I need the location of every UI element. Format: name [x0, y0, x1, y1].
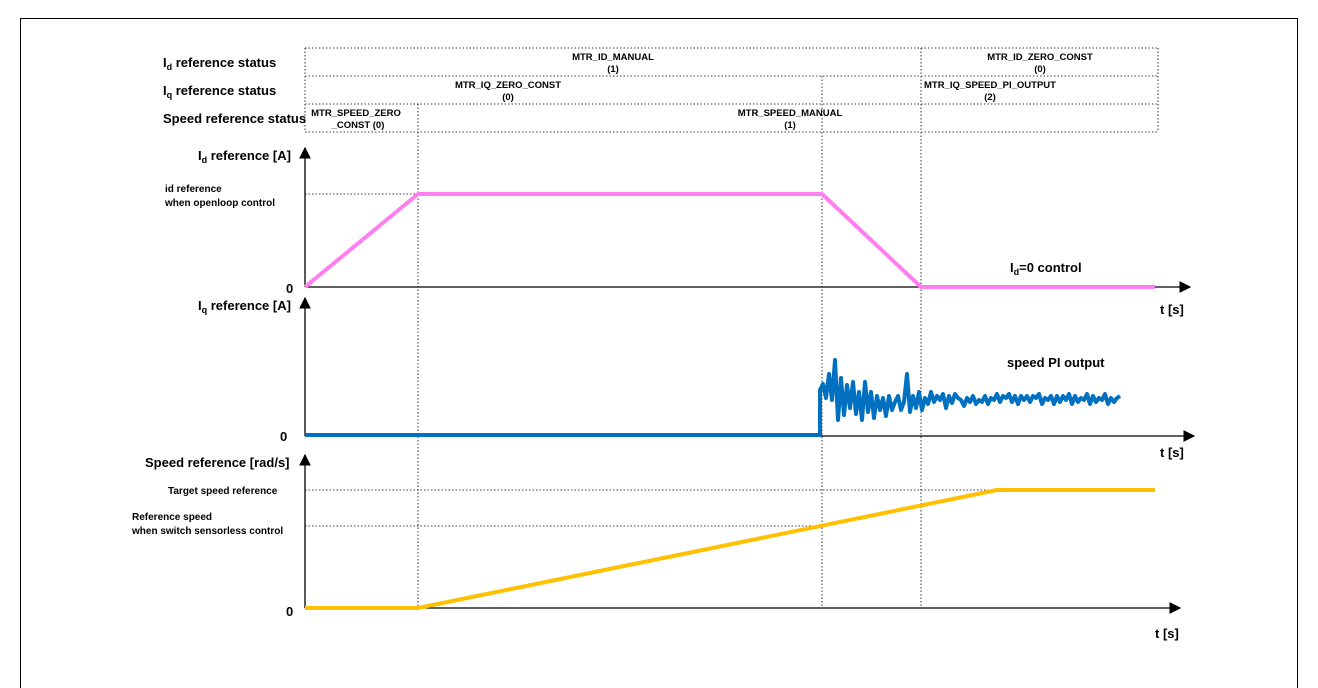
- speed-status-cell-2-value: (1): [784, 120, 796, 131]
- iq-zero-label: 0: [280, 429, 287, 444]
- id-reference-trace: [303, 192, 1155, 289]
- iq-status-cell-1: MTR_IQ_ZERO_CONST: [455, 80, 561, 91]
- iq-status-cell-1-value: (0): [502, 92, 514, 103]
- iq-status-cell-2-value: (2): [984, 92, 996, 103]
- speed-reference-chart: Speed reference [rad/s] Target speed ref…: [131, 453, 1182, 641]
- speed-status-cell-1-value: _CONST (0): [331, 120, 385, 131]
- speed-zero-label: 0: [286, 604, 293, 619]
- time-markers: [417, 76, 922, 608]
- iq-x-label: t [s]: [1160, 445, 1184, 460]
- id-level-label-line2: when openloop control: [164, 198, 275, 209]
- speed-axis-title: Speed reference [rad/s]: [145, 455, 290, 470]
- iq-reference-chart: Iq reference [A] 0 t [s] speed PI output: [198, 296, 1196, 460]
- speed-ref-label-line1: Reference speed: [132, 512, 212, 523]
- speed-status-cell-2: MTR_SPEED_MANUAL: [738, 108, 843, 119]
- id-axis-title: Id reference [A]: [198, 148, 291, 165]
- id-status-label: Id reference status: [163, 55, 276, 72]
- id-level-label-line1: id reference: [165, 184, 222, 195]
- iq-reference-trace: [305, 358, 1122, 437]
- id-status-cell-2: MTR_ID_ZERO_CONST: [987, 52, 1093, 63]
- id-status-cell-1: MTR_ID_MANUAL: [572, 52, 654, 63]
- speed-status-cell-1: MTR_SPEED_ZERO: [311, 108, 401, 119]
- diagram-frame: [20, 18, 1298, 688]
- id-status-cell-1-value: (1): [607, 64, 619, 75]
- iq-status-cell-2: MTR_IQ_SPEED_PI_OUTPUT: [924, 80, 1056, 91]
- speed-status-label: Speed reference status: [163, 111, 306, 126]
- speed-reference-trace: [305, 488, 1155, 610]
- speed-target-label: Target speed reference: [168, 486, 278, 497]
- id-status-cell-2-value: (0): [1034, 64, 1046, 75]
- id-reference-chart: Id reference [A] id reference when openl…: [164, 146, 1192, 317]
- iq-axis-title: Iq reference [A]: [198, 298, 291, 315]
- speed-ref-label-line2: when switch sensorless control: [131, 526, 283, 537]
- id-x-label: t [s]: [1160, 302, 1184, 317]
- id-zero-label: 0: [286, 281, 293, 296]
- id-note: Id=0 control: [1010, 260, 1082, 277]
- status-table: Id reference status Iq reference status …: [163, 47, 1159, 133]
- iq-note: speed PI output: [1007, 355, 1105, 370]
- speed-x-label: t [s]: [1155, 626, 1179, 641]
- iq-status-label: Iq reference status: [163, 83, 276, 100]
